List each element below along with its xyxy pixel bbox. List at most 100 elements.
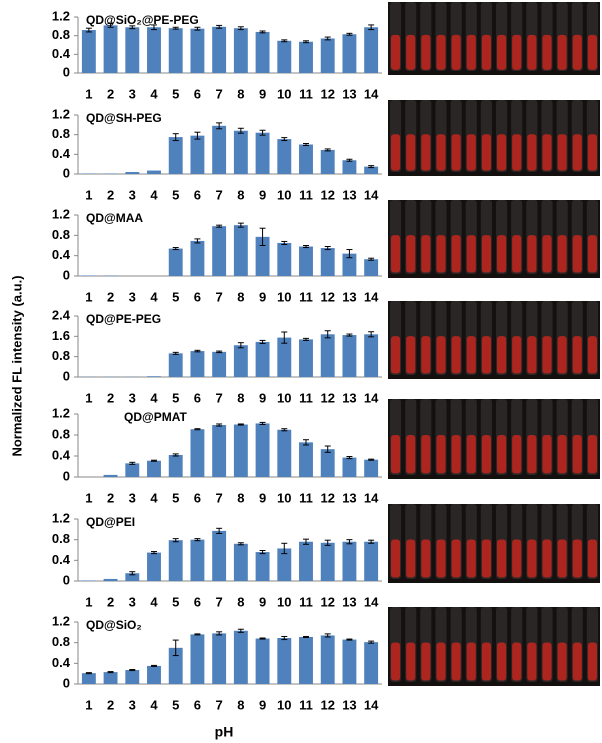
x-tick-label: 13 bbox=[342, 86, 356, 101]
bar bbox=[364, 166, 379, 174]
x-tick-label: 10 bbox=[277, 289, 291, 304]
x-tick-label: 14 bbox=[364, 390, 379, 405]
bar bbox=[233, 630, 248, 684]
tube-glow bbox=[451, 642, 461, 681]
tube-glow bbox=[436, 336, 446, 374]
x-tick-label: 12 bbox=[320, 86, 334, 101]
y-tick-label: 0 bbox=[63, 165, 70, 180]
x-tick-label: 7 bbox=[216, 289, 223, 304]
bar bbox=[147, 376, 161, 377]
bar bbox=[212, 425, 227, 477]
tube-glow bbox=[391, 435, 401, 474]
y-tick-label: 0 bbox=[63, 468, 70, 483]
tube-glow bbox=[542, 435, 552, 474]
bar bbox=[168, 353, 183, 377]
bar bbox=[125, 27, 140, 73]
x-tick-label: 8 bbox=[237, 594, 244, 609]
tube-glow bbox=[542, 235, 552, 273]
x-tick-label: 13 bbox=[342, 390, 356, 405]
x-tick-label: 14 bbox=[364, 697, 379, 712]
bar bbox=[212, 125, 227, 174]
y-tick-label: 0 bbox=[63, 675, 70, 690]
tube-glow bbox=[421, 34, 431, 70]
tube-glow bbox=[497, 642, 507, 681]
x-tick-label: 2 bbox=[107, 594, 114, 609]
bar bbox=[255, 341, 270, 377]
x-tick-label: 11 bbox=[299, 289, 313, 304]
y-tick-label: 1.2 bbox=[52, 106, 70, 121]
y-tick-label: 0.4 bbox=[52, 46, 71, 61]
bar bbox=[320, 449, 335, 477]
bar bbox=[299, 41, 313, 73]
tube-glow bbox=[466, 34, 476, 70]
tube-glow bbox=[391, 336, 401, 374]
tube-glow bbox=[512, 539, 522, 578]
tube-glow bbox=[527, 235, 537, 273]
chart-title: QD@PEI bbox=[86, 515, 135, 529]
x-tick-label: 4 bbox=[150, 289, 158, 304]
chart-title: QD@PE-PEG bbox=[86, 312, 161, 326]
x-tick-label: 2 bbox=[107, 697, 114, 712]
x-tick-label: 7 bbox=[216, 86, 223, 101]
tube-glow bbox=[587, 34, 597, 70]
tube-glow bbox=[466, 642, 476, 681]
bar bbox=[277, 337, 292, 377]
bar bbox=[277, 139, 292, 174]
bar bbox=[299, 442, 313, 477]
x-tick-label: 5 bbox=[172, 697, 179, 712]
bar bbox=[103, 275, 118, 276]
bar bbox=[147, 665, 161, 684]
tube-glow bbox=[557, 134, 567, 171]
tube-glow bbox=[481, 235, 491, 273]
tube-glow bbox=[421, 336, 431, 374]
y-tick-label: 0.4 bbox=[52, 146, 71, 161]
bar bbox=[277, 638, 292, 684]
photo bbox=[388, 301, 600, 379]
bar bbox=[342, 335, 357, 377]
y-tick-label: 0.8 bbox=[52, 126, 70, 141]
x-tick-label: 10 bbox=[277, 86, 291, 101]
x-tick-label: 1 bbox=[85, 490, 92, 505]
photo bbox=[388, 504, 600, 583]
bar bbox=[342, 457, 357, 477]
x-tick-label: 6 bbox=[194, 490, 201, 505]
tube-glow bbox=[421, 235, 431, 273]
bar bbox=[277, 548, 292, 581]
tube-glow bbox=[451, 134, 461, 171]
x-tick-label: 9 bbox=[259, 697, 266, 712]
chart-title: QD@MAA bbox=[86, 211, 143, 225]
tube-glow bbox=[512, 642, 522, 681]
x-axis-label: pH bbox=[215, 724, 234, 740]
x-tick-label: 9 bbox=[259, 390, 266, 405]
x-tick-label: 11 bbox=[299, 490, 313, 505]
x-tick-label: 6 bbox=[194, 390, 201, 405]
tube-glow bbox=[512, 134, 522, 171]
bar bbox=[168, 647, 183, 684]
x-tick-label: 6 bbox=[194, 289, 201, 304]
photo bbox=[388, 2, 600, 75]
tube-glow bbox=[436, 539, 446, 578]
photo bbox=[388, 100, 600, 176]
tube-glow bbox=[421, 539, 431, 578]
x-tick-label: 4 bbox=[150, 594, 158, 609]
y-tick-label: 1.2 bbox=[52, 613, 70, 628]
photo bbox=[388, 607, 600, 686]
tube-glow bbox=[527, 34, 537, 70]
tube-glow bbox=[557, 235, 567, 273]
y-tick-label: 0.8 bbox=[52, 426, 70, 441]
x-tick-label: 2 bbox=[107, 390, 114, 405]
tube-glow bbox=[527, 134, 537, 171]
x-tick-label: 7 bbox=[216, 594, 223, 609]
tube-glow bbox=[542, 539, 552, 578]
bar bbox=[299, 144, 313, 174]
chart-title: QD@SiO₂ bbox=[86, 618, 142, 632]
bar bbox=[299, 636, 313, 684]
bar bbox=[342, 34, 357, 73]
y-tick-label: 0.8 bbox=[52, 27, 70, 42]
tube-glow bbox=[436, 134, 446, 171]
x-tick-label: 12 bbox=[320, 697, 334, 712]
bar bbox=[125, 573, 140, 581]
y-tick-label: 1.2 bbox=[52, 405, 70, 420]
bar bbox=[233, 543, 248, 581]
